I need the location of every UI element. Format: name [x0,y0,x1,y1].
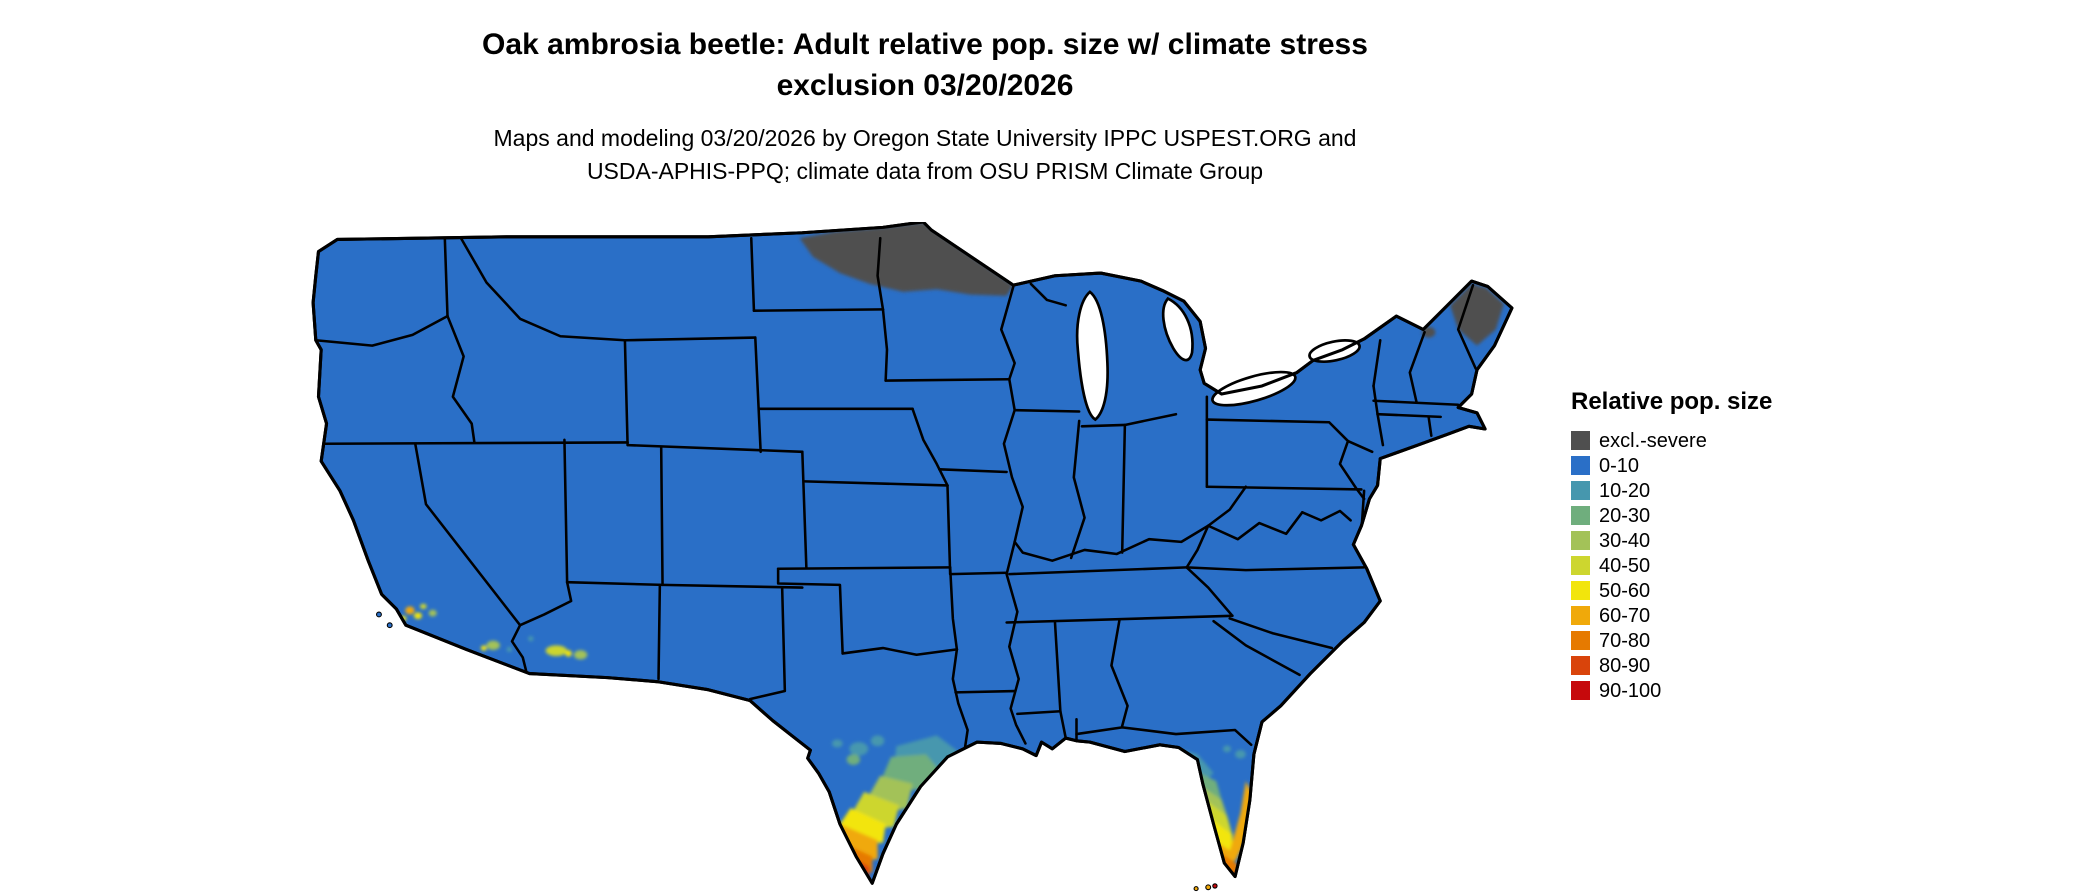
legend-label: 80-90 [1599,654,1651,677]
legend-swatch-20-30 [1571,506,1590,525]
legend-title: Relative pop. size [1571,388,1773,415]
us-map-container [305,220,1555,892]
legend-item: 30-40 [1571,528,1831,553]
legend-label: 70-80 [1599,629,1651,652]
legend-label: 90-100 [1599,679,1662,702]
hotspot-southwest [399,603,588,660]
lake-huron [1161,296,1194,362]
map-region-excluded-minnesota [799,222,1014,296]
title-block: Oak ambrosia beetle: Adult relative pop.… [225,24,1625,188]
legend-swatch-70-80 [1571,631,1590,650]
legend-label: 40-50 [1599,554,1651,577]
legend-item: 70-80 [1571,628,1831,653]
legend-swatch-0-10 [1571,456,1590,475]
map-subtitle-line2: USDA-APHIS-PPQ; climate data from OSU PR… [586,158,1264,184]
lake-michigan [1075,290,1109,422]
legend-item: 0-10 [1571,453,1831,478]
state-borders [314,236,1477,759]
legend-item: 50-60 [1571,578,1831,603]
offshore-islands [376,611,1218,892]
legend-swatch-30-40 [1571,531,1590,550]
map-title-line1: Oak ambrosia beetle: Adult relative pop.… [482,28,1368,61]
legend-label: 50-60 [1599,579,1651,602]
legend-item: 90-100 [1571,678,1831,703]
map-subtitle-line1: Maps and modeling 03/20/2026 by Oregon S… [493,125,1357,151]
legend-swatch-50-60 [1571,581,1590,600]
legend-swatch-90-100 [1571,681,1590,700]
legend-label: 10-20 [1599,479,1651,502]
legend-swatch-10-20 [1571,481,1590,500]
legend-item: 80-90 [1571,653,1831,678]
legend-swatch-40-50 [1571,556,1590,575]
legend-label: 0-10 [1599,454,1640,477]
legend-swatch-80-90 [1571,656,1590,675]
legend-label: excl.-severe [1599,429,1707,452]
map-title-line2: exclusion 03/20/2026 [776,69,1074,102]
legend-swatch-60-70 [1571,606,1590,625]
legend-item: excl.-severe [1571,428,1831,453]
legend-item: 40-50 [1571,553,1831,578]
legend-label: 60-70 [1599,604,1651,627]
legend-label: 20-30 [1599,504,1651,527]
legend-item: 10-20 [1571,478,1831,503]
legend-swatch-excl-severe [1571,431,1590,450]
legend-label: 30-40 [1599,529,1651,552]
us-border [311,220,1514,885]
legend-item: 20-30 [1571,503,1831,528]
us-map [311,220,1514,892]
legend-item: 60-70 [1571,603,1831,628]
map-legend: Relative pop. size excl.-severe 0-10 10-… [1571,388,1831,703]
